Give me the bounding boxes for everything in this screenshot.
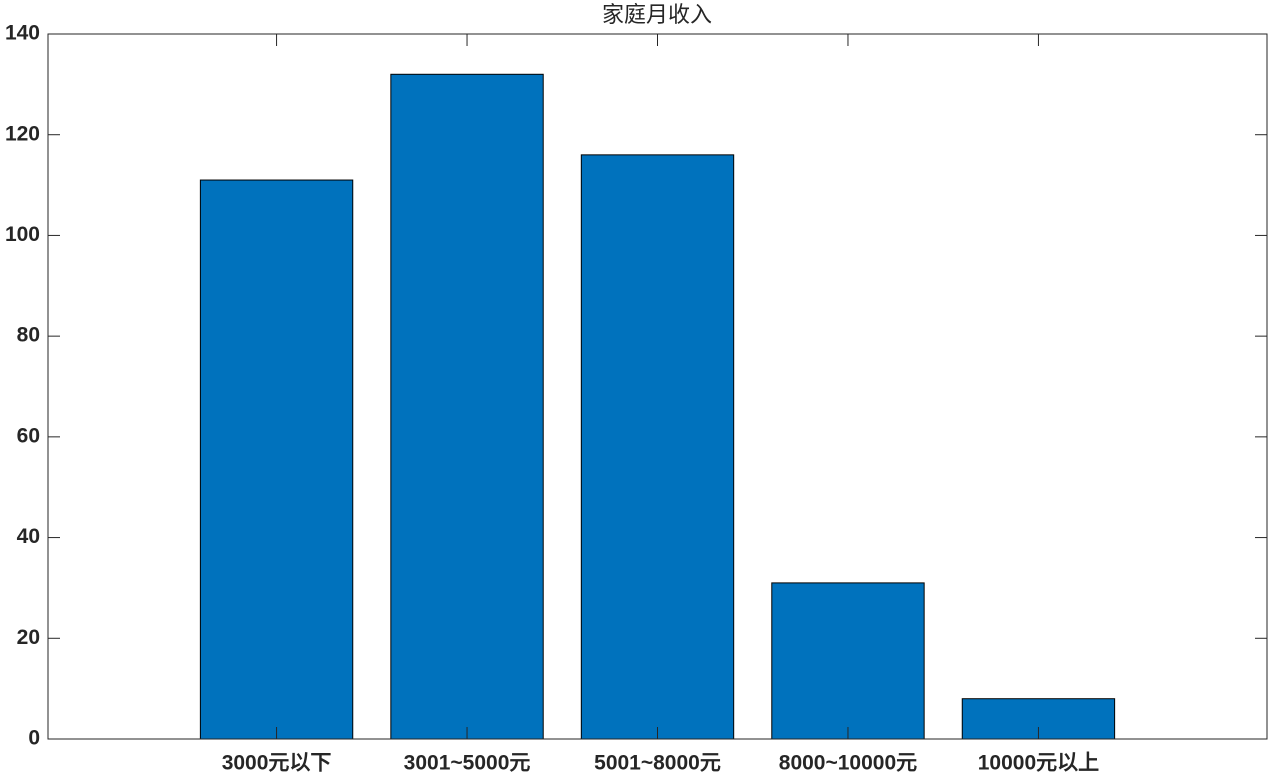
y-tick-label: 140	[5, 22, 40, 45]
y-tick-label: 80	[17, 324, 40, 347]
bar	[771, 582, 925, 740]
y-tick-label: 40	[17, 525, 40, 548]
y-tick-label: 0	[28, 727, 40, 750]
bar	[390, 73, 544, 740]
bar	[199, 179, 354, 740]
chart-title: 家庭月收入	[602, 3, 712, 28]
y-tick-label: 120	[5, 122, 40, 145]
x-tick-label: 10000元以上	[978, 752, 1099, 775]
y-tick-label: 100	[5, 223, 40, 246]
x-tick-label: 5001~8000元	[594, 752, 721, 775]
x-tick-label: 3000元以下	[222, 752, 332, 775]
x-tick-label: 8000~10000元	[779, 752, 917, 775]
bar	[580, 154, 735, 740]
axes-box	[47, 33, 1268, 740]
y-tick-label: 20	[17, 626, 40, 649]
y-tick-label: 60	[17, 424, 40, 447]
x-tick-label: 3001~5000元	[404, 752, 531, 775]
